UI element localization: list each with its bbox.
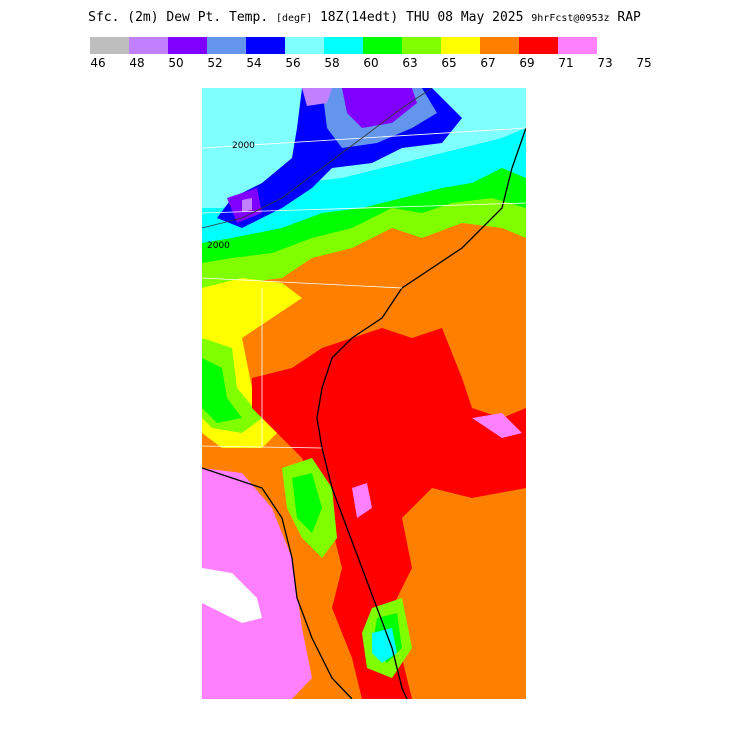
legend-tick: 46 — [90, 56, 106, 70]
legend-swatch — [207, 37, 246, 54]
title-forecast: 9hrFcst@0953z — [531, 13, 610, 24]
legend-swatch — [285, 37, 324, 54]
coastline — [316, 127, 526, 699]
legend-tick-labels: 46 48 50 52 54 56 58 60 63 65 67 69 71 73 75 — [0, 56, 729, 72]
title-units: [degF] — [275, 13, 313, 24]
legend-tick: 56 — [285, 56, 301, 70]
field-69 — [252, 328, 526, 699]
contour-label: 2000 — [207, 241, 230, 251]
legend-tick: 50 — [168, 56, 184, 70]
gulf-coastline — [202, 467, 353, 699]
legend-tick: 60 — [363, 56, 379, 70]
legend-tick: 67 — [480, 56, 496, 70]
legend-tick: 71 — [558, 56, 574, 70]
legend-swatch — [129, 37, 168, 54]
legend-tick: 73 — [597, 56, 613, 70]
legend-tick: 69 — [519, 56, 535, 70]
field-58-fl — [372, 628, 397, 663]
field-48 — [242, 88, 332, 212]
legend-swatch — [441, 37, 480, 54]
legend-swatch — [324, 37, 363, 54]
legend-swatch — [519, 37, 558, 54]
title-model: RAP — [617, 10, 641, 25]
legend-tick: 63 — [402, 56, 418, 70]
legend-tick: 52 — [207, 56, 223, 70]
legend-tick: 48 — [129, 56, 145, 70]
legend-tick: 75 — [636, 56, 652, 70]
field-73-gulf — [202, 568, 262, 623]
color-legend — [90, 37, 597, 54]
chart-title: Sfc. (2m) Dew Pt. Temp. [degF] 18Z(14edt… — [0, 10, 729, 25]
legend-swatch — [90, 37, 129, 54]
legend-swatch — [168, 37, 207, 54]
field-50 — [227, 88, 417, 223]
legend-tick: 58 — [324, 56, 340, 70]
legend-swatch — [558, 37, 597, 54]
title-prefix: Sfc. (2m) Dew Pt. Temp. — [88, 10, 269, 25]
height-contour — [202, 88, 433, 229]
state-borders — [202, 127, 526, 449]
title-valid: 18Z(14edt) THU 08 May 2025 — [319, 10, 524, 25]
field-71-gulf — [202, 468, 312, 699]
legend-tick: 54 — [246, 56, 262, 70]
legend-swatch — [246, 37, 285, 54]
contour-label: 2000 — [232, 141, 255, 151]
legend-swatch — [480, 37, 519, 54]
field-60-west — [202, 358, 242, 423]
dewpoint-map: 2000 2000 — [202, 88, 526, 699]
legend-tick: 65 — [441, 56, 457, 70]
field-71-east — [352, 413, 522, 518]
legend-swatch — [402, 37, 441, 54]
legend-swatch — [363, 37, 402, 54]
